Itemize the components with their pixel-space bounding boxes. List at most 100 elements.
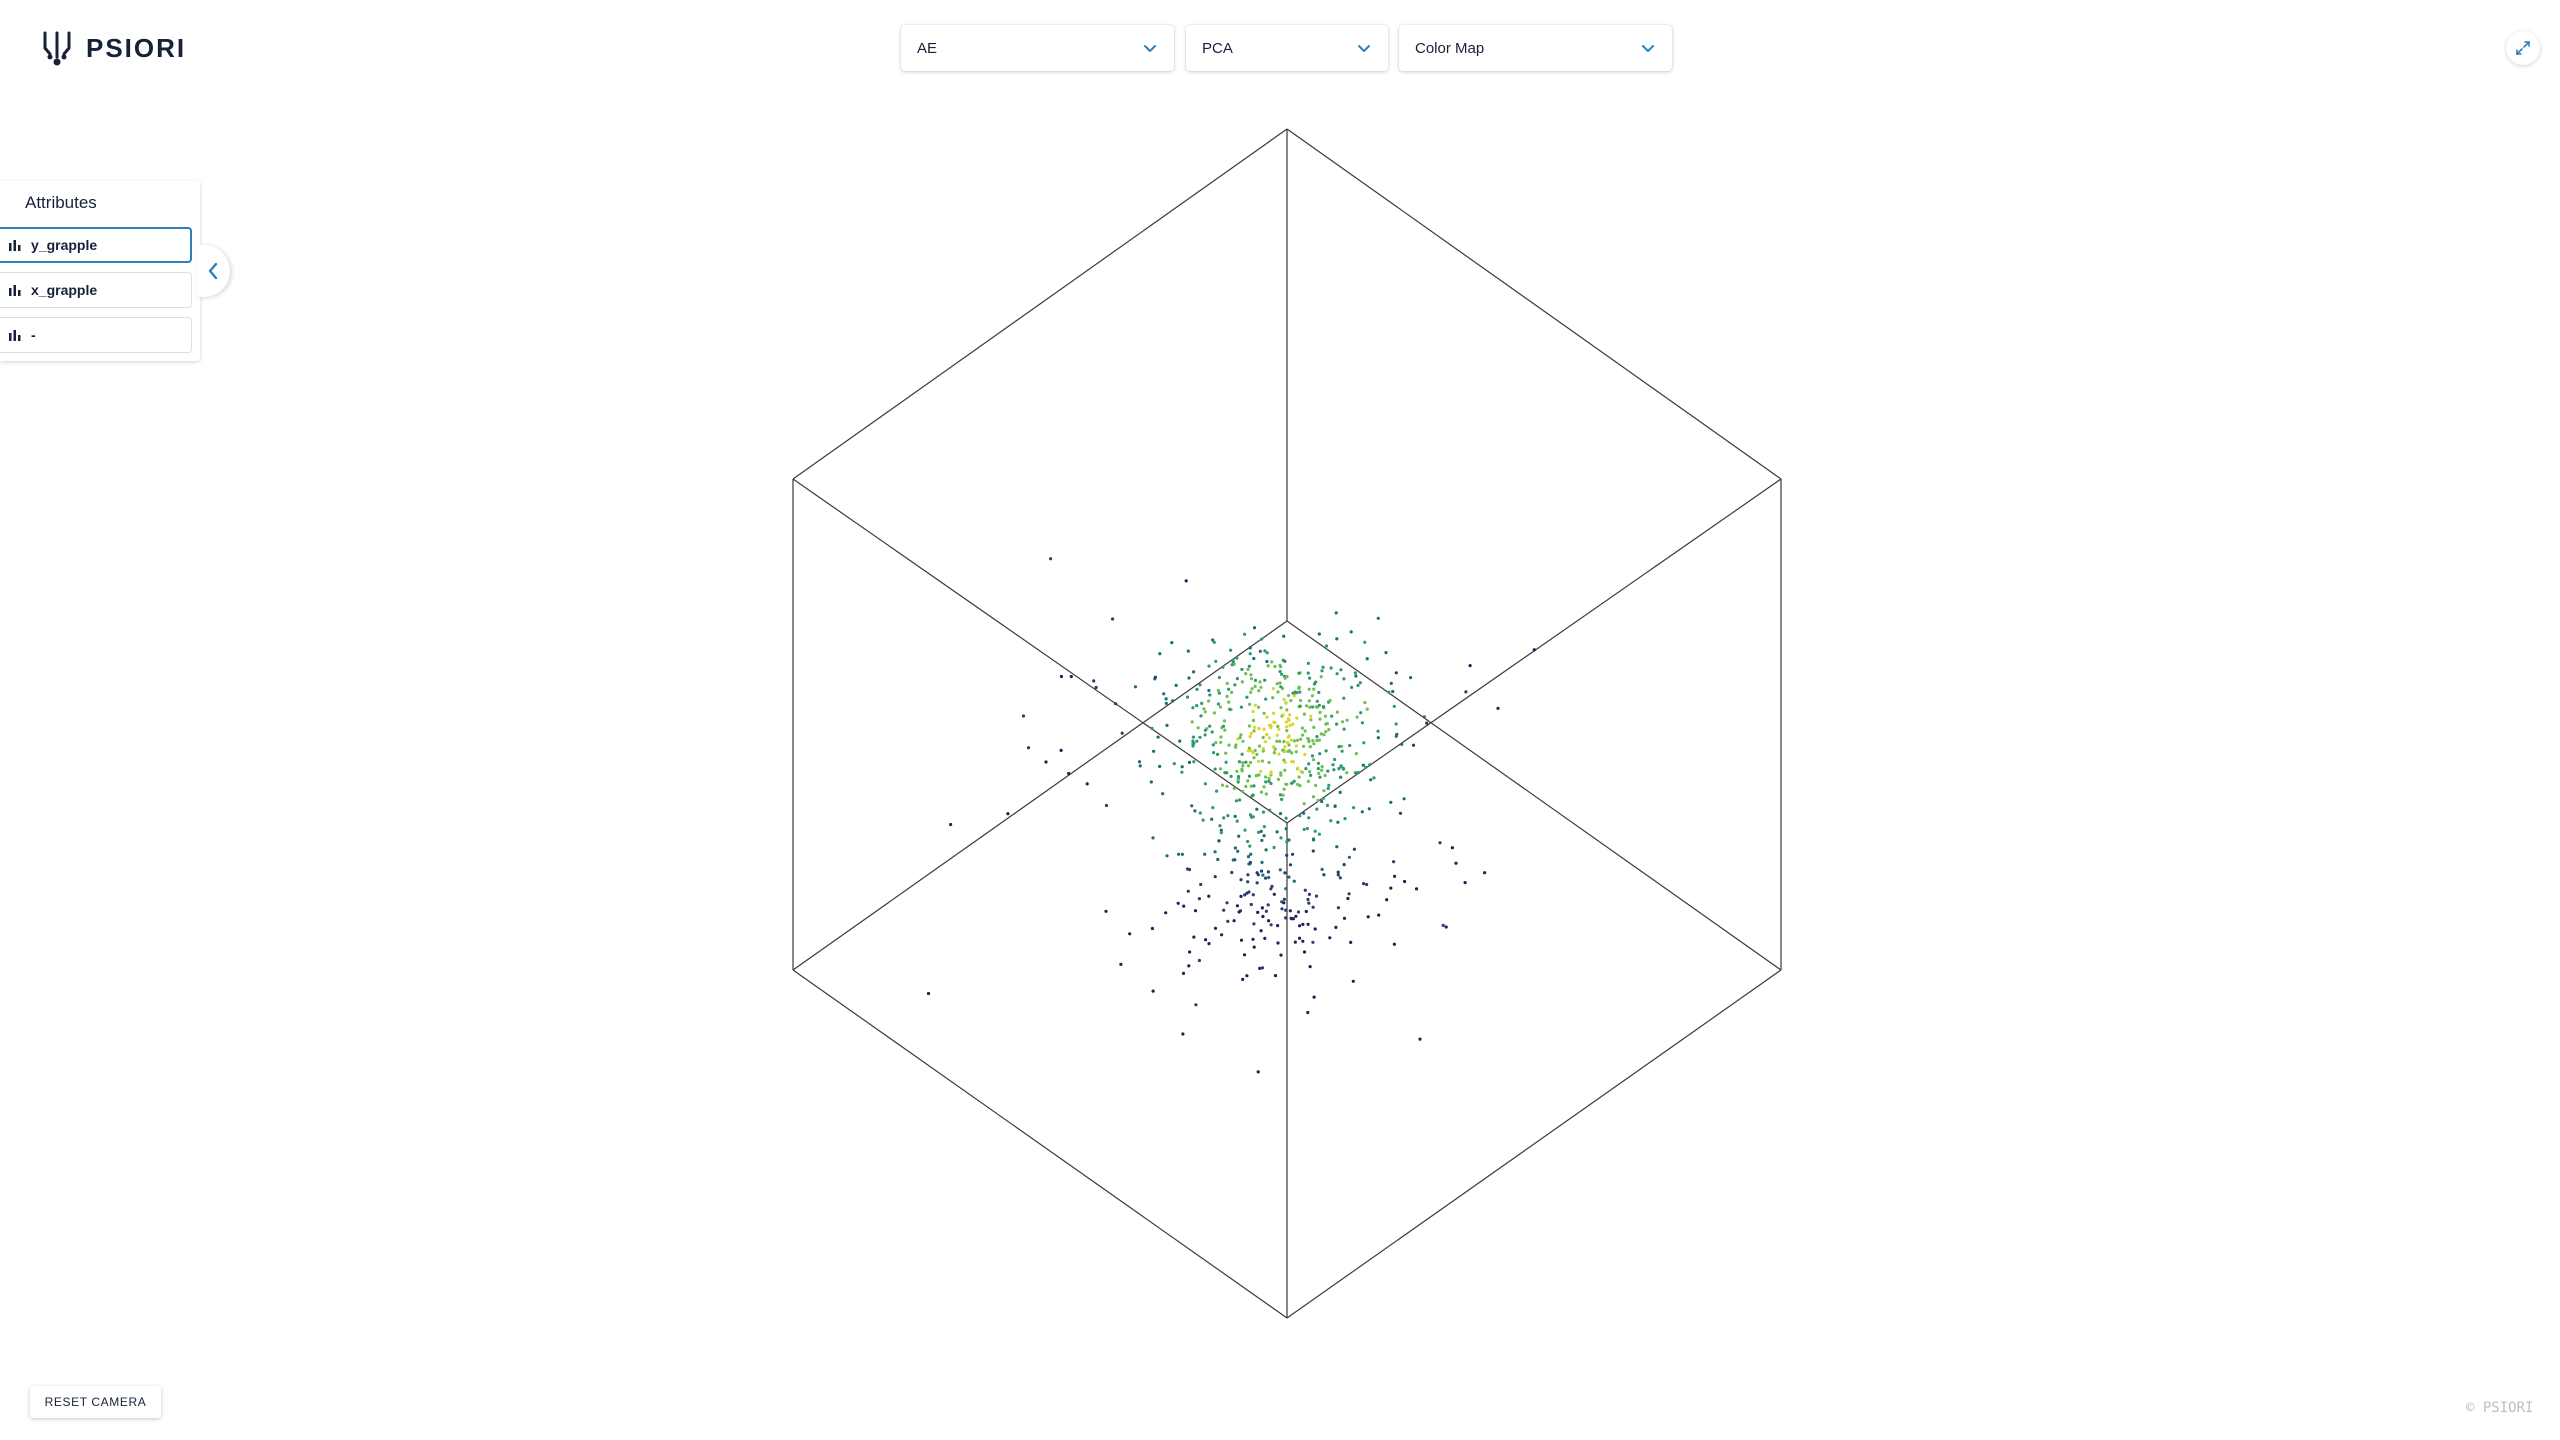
data-point — [1342, 677, 1346, 681]
data-point — [1262, 727, 1266, 731]
data-point — [1265, 732, 1269, 737]
data-point — [1334, 925, 1338, 930]
data-point — [1450, 846, 1454, 850]
color-select[interactable]: Color Map — [1399, 25, 1672, 71]
data-point — [1298, 814, 1302, 818]
data-point — [1345, 771, 1349, 775]
fullscreen-button[interactable] — [2506, 31, 2540, 65]
data-point — [1253, 748, 1257, 753]
data-point — [1365, 882, 1369, 887]
model-select[interactable]: AE — [901, 25, 1174, 71]
data-point — [1278, 739, 1282, 744]
data-point — [1264, 775, 1268, 779]
data-point — [1276, 724, 1280, 729]
data-point — [1246, 855, 1251, 859]
data-point — [1253, 703, 1257, 708]
cube-edge — [792, 478, 1288, 824]
data-point — [1223, 728, 1227, 732]
data-point — [1271, 696, 1275, 700]
data-point — [1197, 958, 1201, 963]
data-point — [1263, 936, 1267, 941]
data-point — [1359, 711, 1363, 715]
data-point — [1240, 667, 1244, 672]
data-point — [1264, 792, 1268, 796]
data-point — [1247, 724, 1251, 728]
data-point — [1312, 995, 1316, 999]
data-point — [1262, 785, 1266, 789]
data-point — [1275, 682, 1279, 686]
data-point — [1352, 806, 1356, 810]
attribute-item-empty[interactable]: - — [0, 317, 192, 353]
data-point — [1158, 652, 1162, 656]
data-point — [1208, 693, 1212, 697]
cube-edge — [1286, 128, 1782, 480]
data-point — [1365, 657, 1369, 661]
data-point — [1246, 839, 1250, 844]
data-point — [1299, 698, 1303, 703]
data-point — [1276, 777, 1280, 782]
data-point — [1295, 716, 1299, 720]
data-point — [1351, 979, 1355, 983]
data-point — [1311, 905, 1315, 909]
data-point — [1356, 770, 1361, 775]
data-point — [1329, 666, 1333, 670]
data-point — [1368, 763, 1372, 767]
data-point — [1278, 812, 1283, 816]
data-point — [1181, 1032, 1185, 1036]
data-point — [1360, 721, 1364, 725]
data-point — [1217, 675, 1221, 680]
data-point — [1303, 752, 1307, 757]
reset-camera-button[interactable]: RESET CAMERA — [30, 1386, 161, 1418]
data-point — [1284, 701, 1288, 705]
reduction-select[interactable]: PCA — [1186, 25, 1388, 71]
data-point — [1272, 711, 1276, 715]
data-point — [1350, 685, 1354, 690]
data-point — [1284, 720, 1288, 724]
data-point — [1353, 671, 1357, 675]
data-point — [1278, 681, 1282, 685]
data-point — [1333, 804, 1337, 809]
data-point — [1259, 929, 1263, 933]
data-point — [1216, 702, 1220, 706]
data-point — [1104, 909, 1108, 913]
attribute-item-y-grapple[interactable]: y_grapple — [0, 227, 192, 263]
data-point — [1317, 632, 1321, 636]
data-point — [1422, 715, 1426, 719]
data-point — [1287, 875, 1291, 879]
data-point — [1263, 740, 1268, 744]
data-point — [1285, 840, 1289, 844]
data-point — [1287, 743, 1291, 747]
data-point — [1210, 730, 1214, 734]
data-point — [1463, 881, 1467, 885]
data-point — [1302, 802, 1306, 806]
data-point — [1297, 686, 1301, 691]
data-point — [1289, 916, 1293, 920]
data-point — [1337, 767, 1341, 771]
data-point — [1254, 774, 1258, 778]
data-point — [1149, 780, 1153, 784]
data-point — [1026, 746, 1031, 750]
data-point — [1211, 638, 1215, 642]
data-point — [1317, 690, 1321, 695]
data-point — [1193, 809, 1197, 813]
data-point — [1218, 705, 1222, 709]
data-point — [1296, 910, 1301, 914]
data-point — [1314, 680, 1318, 684]
attribute-item-x-grapple[interactable]: x_grapple — [0, 272, 192, 308]
data-point — [1239, 733, 1243, 737]
data-point — [1237, 834, 1241, 838]
data-point — [1279, 953, 1283, 957]
data-point — [1389, 800, 1393, 804]
data-point — [1261, 747, 1265, 751]
data-point — [1192, 935, 1196, 939]
data-point — [1288, 749, 1292, 753]
data-point — [1402, 797, 1406, 801]
data-point — [1342, 727, 1346, 731]
data-point — [1307, 901, 1311, 905]
data-point — [1243, 632, 1247, 636]
data-point — [1454, 861, 1458, 865]
data-point — [1240, 767, 1244, 771]
data-point — [1281, 658, 1285, 662]
